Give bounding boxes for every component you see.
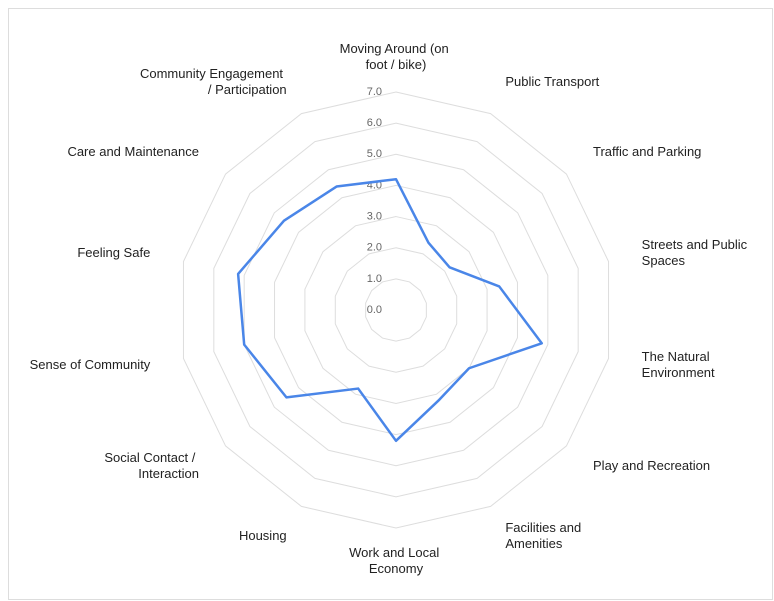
category-label: Work and Local Economy — [349, 545, 443, 576]
category-label: The Natural Environment — [642, 350, 715, 381]
category-label: Social Contact / Interaction — [104, 451, 199, 482]
grid-ring — [365, 278, 427, 342]
category-label: Play and Recreation — [593, 459, 710, 474]
radar-line — [236, 177, 543, 443]
grid-ring — [334, 247, 458, 373]
r-tick-label: 1.0 — [367, 273, 382, 285]
grid-ring — [243, 153, 549, 467]
category-label: Feeling Safe — [77, 245, 150, 260]
category-label: Housing — [239, 528, 287, 543]
category-label: Facilities and Amenities — [505, 520, 584, 551]
category-label: Streets and Public Spaces — [642, 237, 751, 268]
category-label: Community Engagement / Participation — [140, 66, 287, 97]
r-tick-label: 7.0 — [367, 86, 382, 98]
r-tick-label: 2.0 — [367, 242, 382, 254]
r-tick-label: 3.0 — [367, 210, 382, 222]
category-label: Care and Maintenance — [67, 144, 199, 159]
grid-ring — [274, 184, 518, 436]
grid-ring — [304, 216, 488, 404]
grid-ring — [182, 91, 610, 529]
chart-frame — [8, 8, 773, 600]
r-tick-label: 5.0 — [367, 148, 382, 160]
grid-ring — [213, 122, 579, 498]
category-label: Public Transport — [505, 74, 599, 89]
category-label: Sense of Community — [30, 358, 151, 373]
r-tick-label: 0.0 — [367, 304, 382, 316]
r-tick-label: 6.0 — [367, 117, 382, 129]
category-label: Moving Around (on foot / bike) — [340, 41, 453, 72]
category-label: Traffic and Parking — [593, 144, 701, 159]
